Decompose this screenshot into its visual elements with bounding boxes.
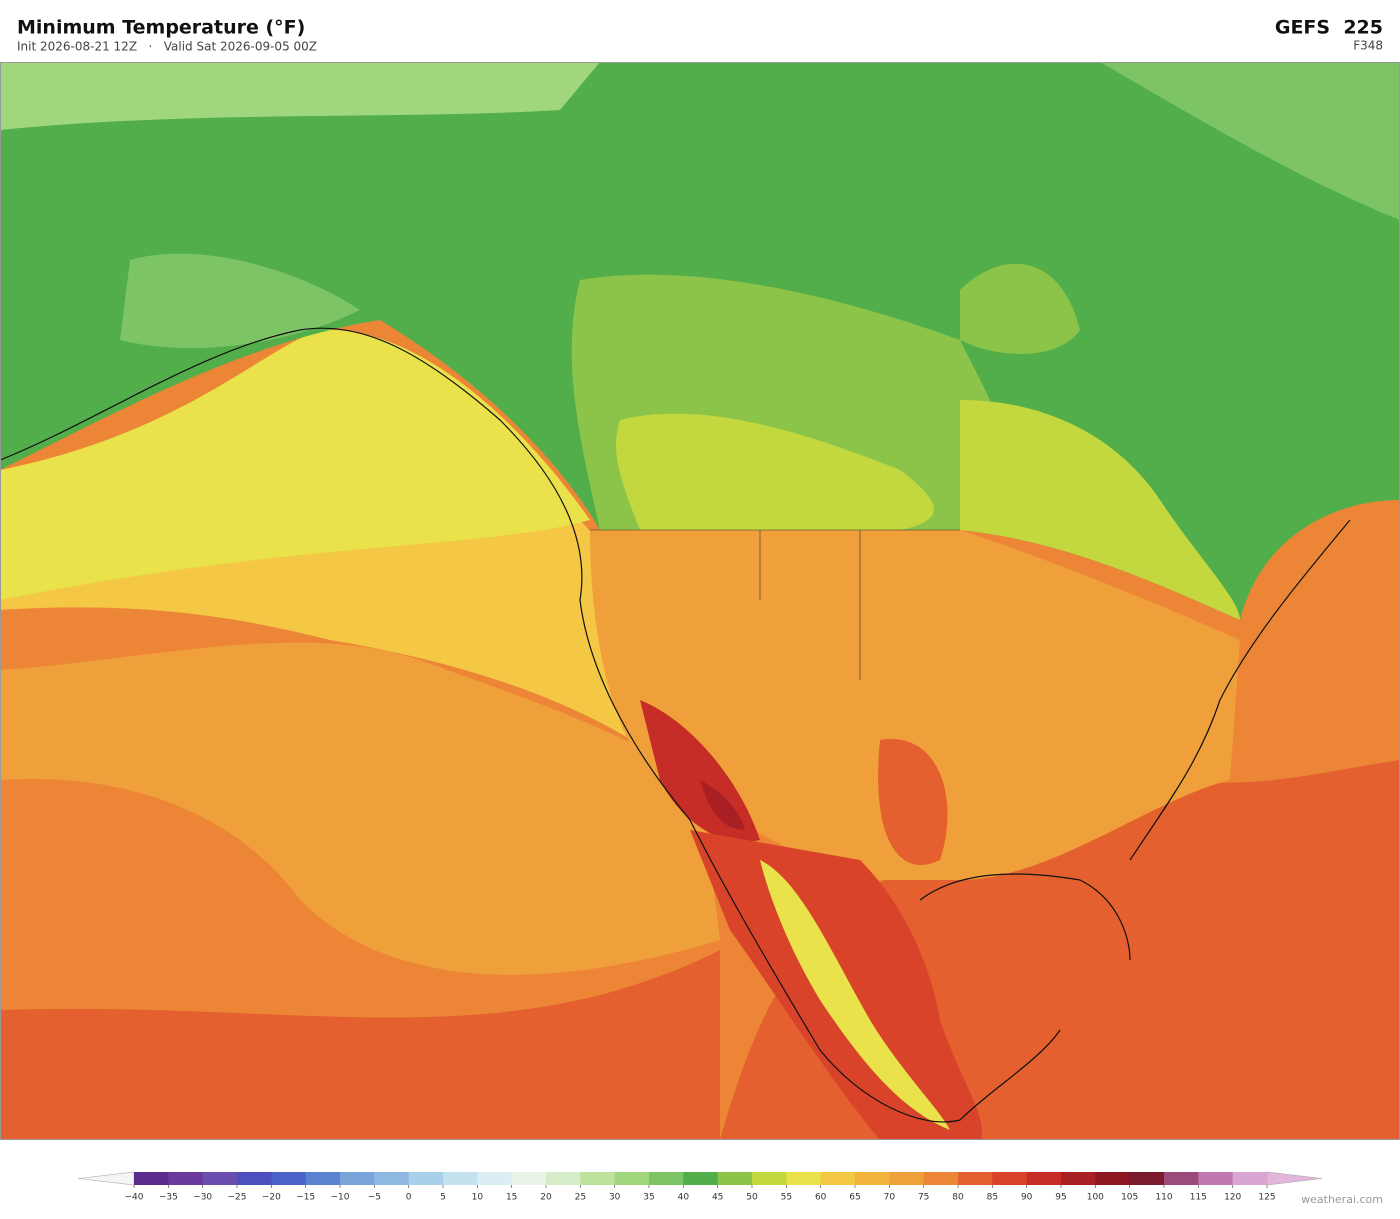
colorbar-segment: [408, 1172, 444, 1185]
colorbar-label: 125: [1258, 1193, 1275, 1203]
colorbar-label: 55: [781, 1193, 792, 1203]
colorbar-segment: [1061, 1172, 1096, 1185]
colorbar-label: 35: [643, 1193, 654, 1203]
colorbar-segment: [855, 1172, 890, 1185]
colorbar-label: −20: [262, 1193, 281, 1203]
colorbar-label: 5: [440, 1193, 446, 1203]
colorbar-label: 10: [472, 1193, 484, 1203]
colorbar-label: 80: [952, 1193, 964, 1203]
title: Minimum Temperature (°F): [17, 17, 305, 39]
colorbar-label: 60: [815, 1193, 827, 1203]
colorbar-label: −15: [296, 1193, 315, 1203]
colorbar-segment: [752, 1172, 787, 1185]
colorbar-segment: [614, 1172, 650, 1185]
colorbar-label: 30: [609, 1193, 621, 1203]
colorbar-label: 85: [987, 1193, 998, 1203]
colorbar-label: 45: [712, 1193, 723, 1203]
colorbar-over: [1266, 1171, 1323, 1186]
colorbar-segment: [786, 1172, 822, 1185]
colorbar-under: [77, 1171, 135, 1186]
colorbar-label: 50: [746, 1193, 758, 1203]
colorbar-segment: [340, 1172, 375, 1185]
colorbar-segment: [477, 1172, 513, 1185]
colorbar-segment: [1164, 1172, 1199, 1185]
colorbar-label: 0: [406, 1193, 412, 1203]
colorbar-label: −25: [228, 1193, 247, 1203]
colorbar-label: −35: [159, 1193, 178, 1203]
colorbar-segment: [1129, 1172, 1165, 1185]
colorbar-segment: [580, 1172, 616, 1185]
colorbar-segment: [511, 1172, 547, 1185]
colorbar-label: 105: [1121, 1193, 1138, 1203]
colorbar-segment: [1232, 1172, 1268, 1185]
credit: weatherai.com: [1301, 1193, 1383, 1206]
colorbar-segment: [546, 1172, 581, 1185]
colorbar-segment: [168, 1172, 204, 1185]
colorbar-label: 15: [506, 1193, 517, 1203]
colorbar-segment: [1026, 1172, 1062, 1185]
colorbar-label: 20: [540, 1193, 552, 1203]
colorbar-segment: [1198, 1172, 1234, 1185]
colorbar-label: 95: [1055, 1193, 1066, 1203]
colorbar-segment: [820, 1172, 856, 1185]
subtitle: Init 2026-08-21 12Z · Valid Sat 2026-09-…: [17, 40, 317, 54]
colorbar-label: −30: [193, 1193, 212, 1203]
colorbar-label: 90: [1021, 1193, 1033, 1203]
forecast-hour: F348: [1353, 39, 1383, 53]
colorbar-segment: [134, 1172, 169, 1185]
colorbar-label: 75: [918, 1193, 929, 1203]
colorbar-segment: [443, 1172, 478, 1185]
colorbar-label: −5: [368, 1193, 381, 1203]
colorbar-label: 40: [678, 1193, 690, 1203]
colorbar-label: 100: [1087, 1193, 1104, 1203]
map: [0, 62, 1400, 1140]
colorbar-label: 70: [884, 1193, 896, 1203]
colorbar-segment: [237, 1172, 272, 1185]
colorbar-segment: [1095, 1172, 1131, 1185]
colorbar-segment: [683, 1172, 719, 1185]
colorbar-segment: [889, 1172, 925, 1185]
colorbar-segment: [923, 1172, 959, 1185]
colorbar-segment: [992, 1172, 1028, 1185]
colorbar: −40 −35 −30 −25 −20 −15 −10 −5 0 5 10 15 20 25 30 35 40 4…: [77, 1171, 1323, 1203]
colorbar-segment: [271, 1172, 307, 1185]
colorbar-label: −40: [125, 1193, 144, 1203]
colorbar-label: −10: [331, 1193, 350, 1203]
colorbar-label: 110: [1155, 1193, 1172, 1203]
colorbar-segment: [374, 1172, 410, 1185]
colorbar-label: 120: [1224, 1193, 1241, 1203]
colorbar-label: 65: [849, 1193, 860, 1203]
colorbar-segment: [305, 1172, 341, 1185]
model: GEFS 225: [1275, 17, 1383, 39]
colorbar-label: 115: [1190, 1193, 1207, 1203]
colorbar-segment: [649, 1172, 684, 1185]
colorbar-segment: [717, 1172, 753, 1185]
colorbar-label: 25: [575, 1193, 586, 1203]
colorbar-segment: [958, 1172, 993, 1185]
colorbar-segment: [202, 1172, 238, 1185]
